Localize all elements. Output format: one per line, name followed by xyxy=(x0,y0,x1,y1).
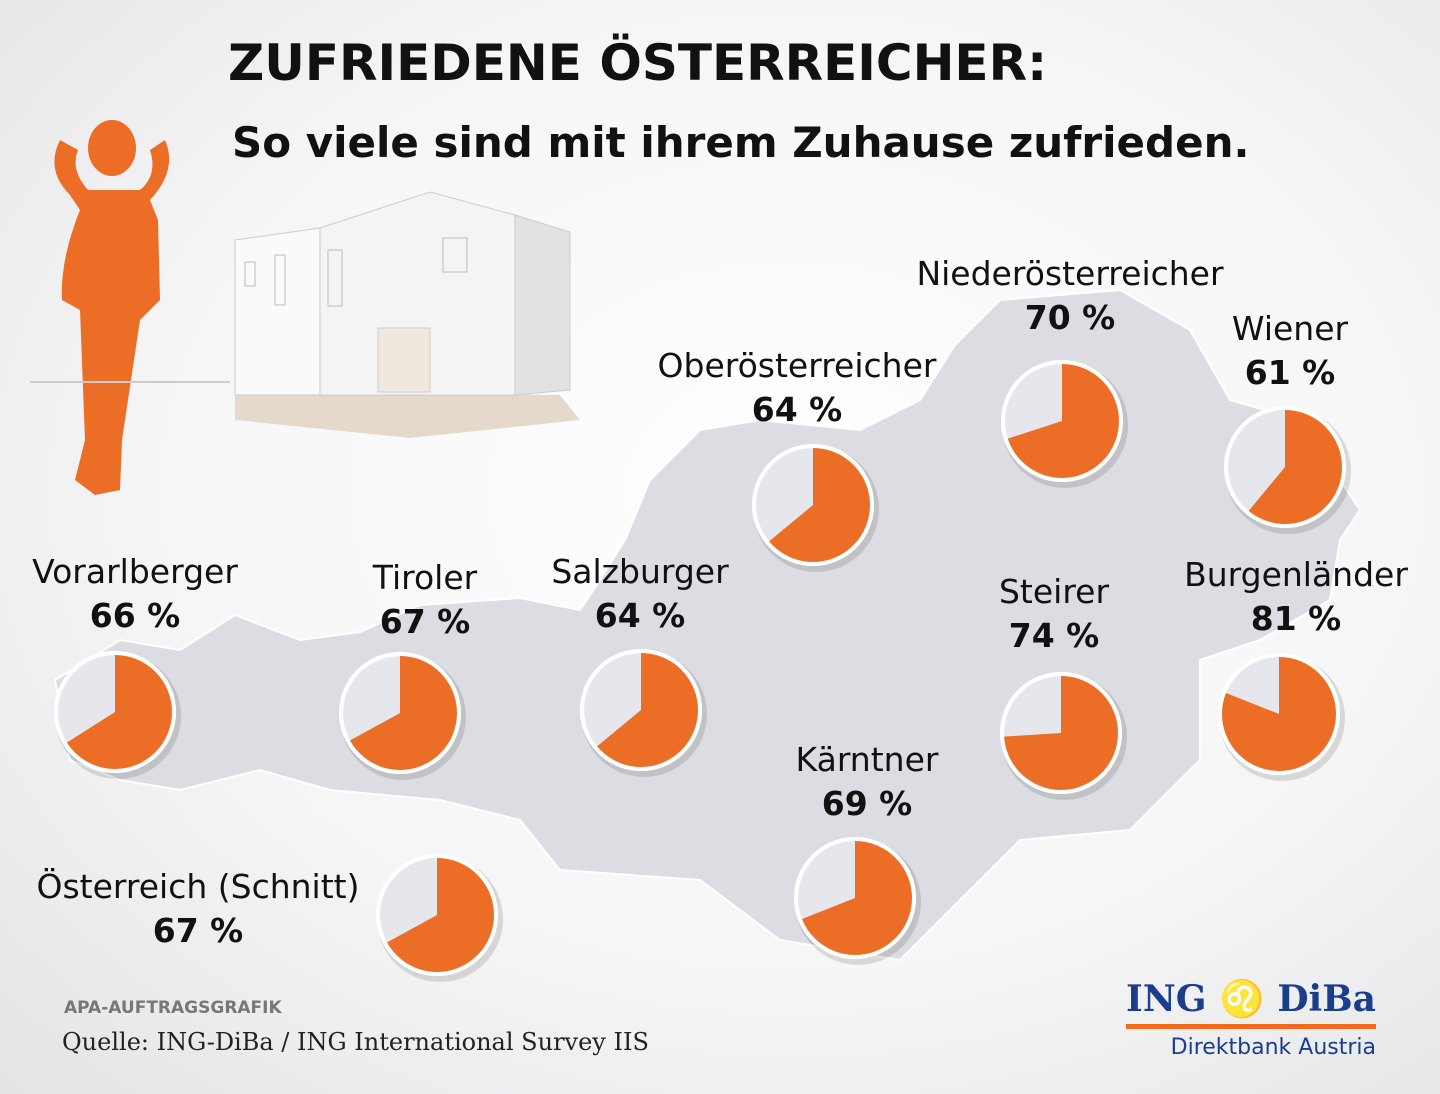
pie-slice-satisfied xyxy=(1247,408,1345,527)
region-name: Wiener xyxy=(1231,309,1349,348)
pie-border xyxy=(1218,653,1340,775)
pie-border xyxy=(54,651,176,773)
pie-border xyxy=(1001,360,1123,482)
region-value: 64 % xyxy=(594,596,686,635)
region-name: Österreich (Schnitt) xyxy=(36,867,360,906)
region-name: Oberösterreicher xyxy=(657,346,937,385)
chart-title: ZUFRIEDENE ÖSTERREICHER: xyxy=(228,34,1048,92)
pie-border xyxy=(580,649,702,771)
pie-slice-satisfied xyxy=(1220,655,1338,774)
region-value: 67 % xyxy=(152,911,244,950)
pie-border xyxy=(376,854,498,976)
region-name: Tiroler xyxy=(372,558,478,597)
region-value: 61 % xyxy=(1244,353,1336,392)
region-name: Niederösterreicher xyxy=(916,254,1224,293)
region-value: 81 % xyxy=(1250,599,1342,638)
region-label: Burgenländer 81 % xyxy=(1184,553,1408,641)
logo-left: ING xyxy=(1126,978,1207,1020)
pie-slice-satisfied xyxy=(800,839,915,957)
region-name: Salzburger xyxy=(551,552,729,591)
region-label: Salzburger 64 % xyxy=(551,550,728,638)
pie-border xyxy=(752,444,874,566)
region-value: 66 % xyxy=(89,596,181,635)
region-label: Österreich (Schnitt) 67 % xyxy=(37,865,360,953)
ing-diba-logo: ING ♌ DiBa Direktbank Austria xyxy=(1126,978,1376,1060)
region-value: 70 % xyxy=(1024,298,1116,337)
region-label: Tiroler 67 % xyxy=(373,556,477,644)
credit-text: APA-AUFTRAGSGRAFIK xyxy=(64,998,282,1018)
region-name: Burgenländer xyxy=(1184,555,1408,594)
region-value: 64 % xyxy=(751,390,843,429)
region-value: 74 % xyxy=(1008,616,1100,655)
region-value: 67 % xyxy=(379,602,471,641)
pie-border xyxy=(339,652,461,774)
pie-slice-satisfied xyxy=(65,653,175,772)
pie-slice-satisfied xyxy=(1002,674,1120,792)
source-text: Quelle: ING-DiBa / ING International Sur… xyxy=(62,1028,649,1056)
house-illustration xyxy=(234,191,580,438)
lion-icon: ♌ xyxy=(1219,978,1265,1020)
pie-slice-satisfied xyxy=(595,651,700,770)
region-label: Oberösterreicher 64 % xyxy=(658,344,937,432)
logo-subtitle: Direktbank Austria xyxy=(1170,1035,1376,1060)
region-name: Steirer xyxy=(998,572,1110,611)
pie-border xyxy=(794,837,916,959)
pie-border xyxy=(1000,672,1122,794)
region-value: 69 % xyxy=(821,784,913,823)
pie-slice-satisfied xyxy=(385,856,496,974)
region-label: Kärntner 69 % xyxy=(796,738,939,826)
chart-subtitle: So viele sind mit ihrem Zuhause zufriede… xyxy=(232,118,1250,167)
man-silhouette-icon xyxy=(54,120,170,495)
region-label: Steirer 74 % xyxy=(999,570,1109,658)
region-label: Wiener 61 % xyxy=(1232,307,1348,395)
pie-slice-satisfied xyxy=(767,446,873,564)
pie-border xyxy=(1224,406,1346,528)
pie-slice-satisfied xyxy=(1005,362,1121,480)
pie-slice-satisfied xyxy=(348,654,460,772)
region-label: Vorarlberger 66 % xyxy=(32,550,238,638)
logo-right: DiBa xyxy=(1277,978,1376,1020)
region-label: Niederösterreicher 70 % xyxy=(916,252,1223,340)
region-name: Vorarlberger xyxy=(32,552,238,591)
region-name: Kärntner xyxy=(795,740,939,779)
